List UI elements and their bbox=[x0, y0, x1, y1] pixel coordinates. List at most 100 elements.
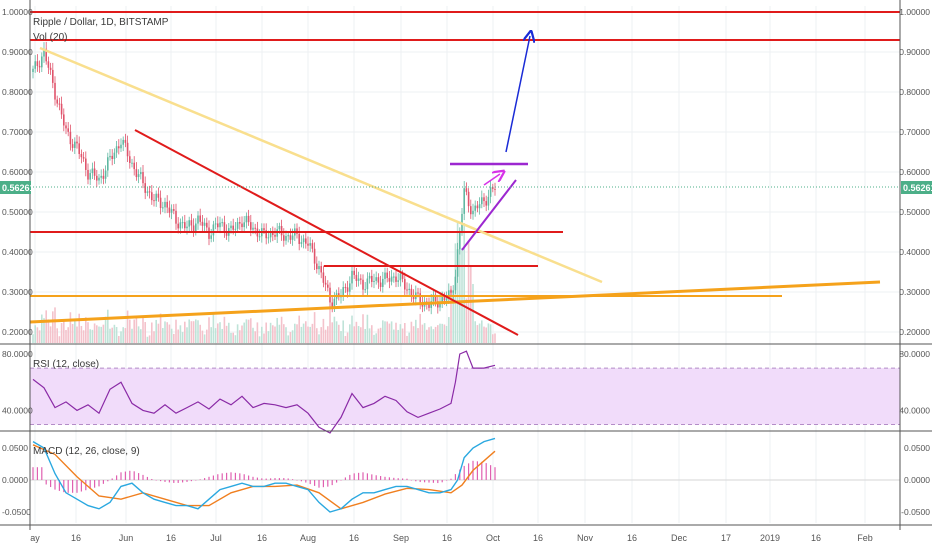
candle-199[interactable] bbox=[470, 199, 472, 219]
candle-26[interactable] bbox=[89, 169, 91, 186]
candle-2[interactable] bbox=[36, 54, 39, 72]
candle-201[interactable] bbox=[474, 200, 476, 217]
candle-143[interactable] bbox=[346, 280, 349, 298]
candle-159[interactable] bbox=[382, 271, 384, 293]
candle-121[interactable] bbox=[298, 226, 300, 251]
candle-30[interactable] bbox=[98, 174, 100, 185]
candle-27[interactable] bbox=[91, 162, 94, 180]
candle-54[interactable] bbox=[151, 185, 153, 205]
candle-98[interactable] bbox=[247, 209, 250, 226]
candle-0[interactable] bbox=[32, 65, 34, 79]
candle-37[interactable] bbox=[113, 148, 116, 165]
candle-1[interactable] bbox=[34, 55, 36, 73]
candle-163[interactable] bbox=[390, 269, 393, 286]
candle-39[interactable] bbox=[118, 139, 120, 155]
candle-197[interactable] bbox=[465, 182, 468, 196]
candle-32[interactable] bbox=[102, 168, 105, 185]
candle-42[interactable] bbox=[124, 133, 127, 148]
candle-127[interactable] bbox=[311, 239, 314, 253]
candle-164[interactable] bbox=[393, 272, 395, 283]
candle-147[interactable] bbox=[355, 268, 358, 287]
candle-34[interactable] bbox=[107, 152, 109, 177]
candle-126[interactable] bbox=[309, 237, 311, 252]
candle-125[interactable] bbox=[307, 236, 309, 251]
descending-trendline-long[interactable] bbox=[39, 46, 603, 284]
candle-208[interactable] bbox=[489, 180, 492, 204]
candle-204[interactable] bbox=[481, 190, 483, 209]
candle-11[interactable] bbox=[56, 95, 58, 108]
candle-77[interactable] bbox=[201, 214, 204, 232]
candle-55[interactable] bbox=[153, 194, 155, 207]
candle-41[interactable] bbox=[122, 136, 124, 152]
candle-17[interactable] bbox=[69, 124, 72, 151]
candle-59[interactable] bbox=[162, 201, 164, 213]
candle-87[interactable] bbox=[223, 215, 226, 238]
candle-106[interactable] bbox=[265, 223, 267, 245]
candle-151[interactable] bbox=[364, 282, 366, 293]
candle-162[interactable] bbox=[388, 271, 391, 289]
candle-94[interactable] bbox=[239, 216, 241, 230]
candle-64[interactable] bbox=[173, 204, 175, 215]
candle-5[interactable] bbox=[43, 42, 45, 63]
candle-122[interactable] bbox=[300, 235, 303, 248]
candle-155[interactable] bbox=[373, 273, 375, 289]
candle-31[interactable] bbox=[100, 169, 102, 184]
candle-110[interactable] bbox=[274, 227, 276, 241]
candle-205[interactable] bbox=[483, 193, 485, 208]
candle-172[interactable] bbox=[410, 284, 413, 302]
candle-15[interactable] bbox=[65, 122, 67, 135]
candle-132[interactable] bbox=[322, 265, 325, 288]
candle-154[interactable] bbox=[371, 269, 373, 288]
candle-23[interactable] bbox=[82, 152, 85, 162]
candle-158[interactable] bbox=[379, 275, 382, 292]
candle-36[interactable] bbox=[111, 149, 113, 166]
candle-86[interactable] bbox=[221, 218, 223, 227]
candle-83[interactable] bbox=[214, 217, 217, 230]
candle-128[interactable] bbox=[313, 242, 316, 270]
candle-146[interactable] bbox=[353, 266, 355, 279]
candle-150[interactable] bbox=[362, 274, 364, 296]
candle-156[interactable] bbox=[375, 271, 377, 285]
candle-166[interactable] bbox=[397, 273, 399, 287]
candle-93[interactable] bbox=[236, 217, 239, 233]
channel-bottom-line[interactable] bbox=[461, 179, 517, 251]
candle-49[interactable] bbox=[140, 167, 142, 180]
candle-85[interactable] bbox=[219, 216, 221, 234]
candle-92[interactable] bbox=[234, 222, 237, 237]
candle-48[interactable] bbox=[137, 169, 140, 184]
candle-169[interactable] bbox=[404, 272, 406, 296]
candle-73[interactable] bbox=[192, 218, 195, 237]
projection-arrow[interactable] bbox=[505, 36, 530, 153]
candle-52[interactable] bbox=[146, 187, 149, 197]
candle-134[interactable] bbox=[327, 280, 329, 292]
candle-56[interactable] bbox=[155, 190, 157, 207]
candle-40[interactable] bbox=[120, 138, 122, 153]
candle-8[interactable] bbox=[49, 62, 52, 75]
candle-72[interactable] bbox=[190, 213, 193, 232]
candle-131[interactable] bbox=[320, 261, 322, 279]
candle-38[interactable] bbox=[115, 140, 118, 158]
candle-152[interactable] bbox=[366, 272, 369, 296]
candle-4[interactable] bbox=[41, 52, 43, 73]
candle-51[interactable] bbox=[144, 176, 146, 200]
candle-157[interactable] bbox=[377, 273, 380, 289]
candle-20[interactable] bbox=[76, 134, 78, 149]
candle-3[interactable] bbox=[38, 60, 41, 73]
candle-203[interactable] bbox=[478, 197, 481, 215]
candle-193[interactable] bbox=[456, 242, 459, 283]
candle-28[interactable] bbox=[93, 161, 96, 180]
candle-6[interactable] bbox=[45, 41, 47, 65]
candle-79[interactable] bbox=[206, 217, 208, 233]
candle-19[interactable] bbox=[74, 137, 76, 155]
candle-14[interactable] bbox=[63, 108, 65, 132]
candle-50[interactable] bbox=[142, 165, 144, 189]
candle-76[interactable] bbox=[199, 208, 201, 226]
candle-165[interactable] bbox=[395, 270, 397, 288]
candle-149[interactable] bbox=[360, 274, 362, 285]
candle-145[interactable] bbox=[351, 265, 353, 290]
candle-29[interactable] bbox=[96, 169, 98, 187]
trend-drawings[interactable] bbox=[29, 11, 900, 336]
candle-63[interactable] bbox=[170, 204, 173, 220]
candle-136[interactable] bbox=[331, 295, 333, 313]
